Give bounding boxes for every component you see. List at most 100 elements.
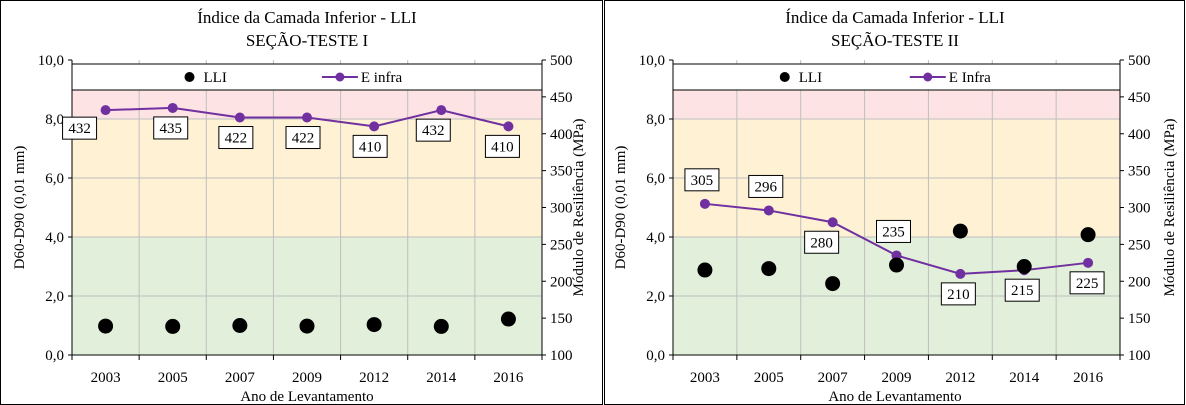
y2-tick-label: 300 (1128, 201, 1151, 217)
lli-point (889, 257, 904, 273)
chart-subtitle: SEÇÃO-TESTE II (831, 31, 959, 50)
e-infra-point (763, 205, 774, 216)
y2-tick-label: 200 (550, 274, 573, 290)
y-tick-label: 2,0 (646, 289, 665, 305)
data-label-box (153, 116, 189, 140)
data-label-box (218, 126, 254, 150)
x-tick-label: 2012 (359, 370, 389, 386)
data-label-box (1004, 278, 1040, 302)
legend-marker-lli (779, 72, 790, 82)
data-label-box (940, 282, 976, 306)
y-tick-label: 8,0 (45, 112, 64, 128)
y2-tick-label: 450 (1128, 90, 1151, 106)
x-tick-label: 2014 (1009, 370, 1040, 386)
legend-marker-e-infra (923, 72, 933, 82)
legend-label-lli: LLI (204, 70, 227, 86)
y2-axis-label: Módulo de Resiliência (MPa) (1162, 119, 1178, 297)
y-tick-label: 4,0 (646, 230, 665, 246)
y2-tick-label: 450 (550, 90, 573, 106)
data-label-box (484, 134, 520, 158)
chart-title: Índice da Camada Inferior - LLI (197, 8, 417, 27)
y2-axis-label: Módulo de Resiliência (MPa) (571, 119, 587, 297)
e-infra-point (369, 121, 380, 132)
x-tick-label: 2003 (91, 370, 121, 386)
data-label: 296 (755, 179, 778, 195)
y2-tick-label: 200 (1128, 274, 1151, 290)
chart-panel-1: 0,0 2,0 4,0 6,0 8,0 10,0 100 150 200 250 300 350 400… (0, 0, 603, 405)
chart-panel-2: 0,0 2,0 4,0 6,0 8,0 10,0 100 150 200 250 300 350 400… (604, 0, 1185, 405)
x-tick-label: 2007 (818, 370, 849, 386)
y-axis-label: D60-D90 (0,01 mm) (12, 146, 28, 270)
lli-point (366, 317, 382, 333)
e-infra-point (436, 105, 447, 116)
y-axis-label: D60-D90 (0,01 mm) (613, 146, 629, 270)
e-infra-point (955, 268, 966, 279)
data-label: 235 (882, 224, 905, 240)
e-infra-point (100, 105, 111, 116)
x-tick-label: 2005 (754, 370, 784, 386)
data-label: 422 (292, 131, 315, 147)
lli-point (761, 261, 777, 277)
data-label: 210 (947, 287, 970, 303)
data-label-box (1069, 271, 1105, 295)
y2-tick-label: 250 (550, 237, 573, 253)
lli-point (952, 223, 968, 239)
lli-point (232, 318, 248, 333)
e-infra-point (827, 217, 838, 228)
data-label: 215 (1011, 283, 1034, 299)
data-label-box (352, 134, 388, 158)
x-tick-label: 2003 (690, 370, 720, 386)
legend-label-lli: LLI (799, 70, 822, 86)
x-axis-label: Ano de Levantamento (240, 389, 373, 405)
data-label-box (285, 126, 321, 150)
x-tick-label: 2009 (292, 370, 322, 386)
y-tick-label: 2,0 (45, 289, 64, 305)
x-tick-label: 2009 (882, 370, 912, 386)
y-tick-label: 8,0 (646, 112, 665, 128)
data-label: 422 (225, 131, 248, 147)
y2-tick-label: 350 (550, 164, 573, 180)
legend-box (672, 63, 1121, 91)
y2-tick-label: 100 (550, 348, 573, 364)
legend-marker-e-infra (335, 72, 345, 82)
chart-title: Índice da Camada Inferior - LLI (785, 8, 1005, 27)
lli-point (500, 311, 516, 327)
y-tick-label: 6,0 (646, 171, 665, 187)
y2-tick-label: 500 (550, 53, 573, 69)
e-infra-point (234, 112, 245, 123)
data-label-box (684, 168, 720, 192)
e-infra-point (167, 102, 178, 113)
data-label: 305 (691, 173, 714, 189)
data-label-box (876, 219, 911, 243)
data-label: 432 (422, 123, 445, 139)
x-tick-label: 2016 (1073, 370, 1104, 386)
e-infra-point (503, 121, 514, 132)
legend-label-e-infra: E Infra (949, 70, 991, 86)
lli-point (299, 318, 315, 334)
y2-tick-label: 150 (550, 311, 573, 327)
lli-point (433, 318, 449, 334)
y2-tick-label: 350 (1128, 164, 1151, 180)
lli-point (165, 318, 181, 334)
y2-tick-label: 300 (550, 201, 573, 217)
lli-point (1016, 259, 1032, 274)
x-axis-label: Ano de Levantamento (828, 389, 961, 405)
y2-tick-label: 400 (550, 127, 573, 143)
data-label: 410 (359, 139, 382, 155)
data-label: 435 (159, 121, 182, 137)
legend-box (71, 63, 543, 91)
x-tick-label: 2014 (426, 370, 457, 386)
e-infra-point (302, 112, 312, 123)
e-infra-point (1083, 257, 1094, 268)
data-label-box (748, 174, 784, 198)
y2-tick-label: 100 (1128, 348, 1151, 364)
y-tick-label: 6,0 (45, 171, 64, 187)
legend-marker-lli (184, 72, 195, 82)
x-tick-label: 2007 (225, 370, 256, 386)
y2-tick-label: 150 (1128, 311, 1151, 327)
lli-point (1080, 227, 1096, 243)
y-tick-label: 4,0 (45, 230, 64, 246)
lli-point (98, 318, 114, 334)
lli-point (825, 276, 841, 292)
